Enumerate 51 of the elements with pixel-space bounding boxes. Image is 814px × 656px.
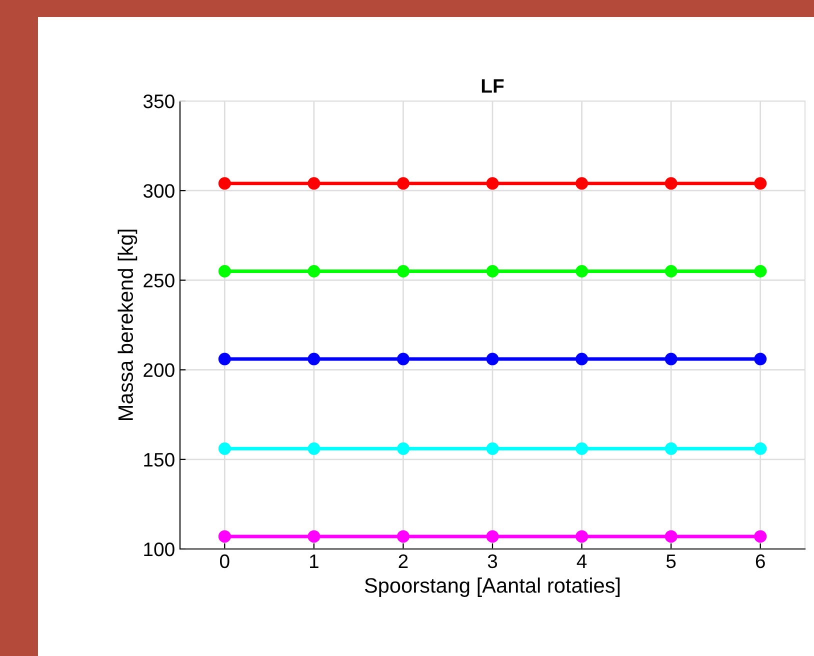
point [754,177,767,190]
point [308,264,320,278]
point [664,352,678,366]
point [576,352,588,366]
x-tick-label: 6 [756,554,765,568]
point [396,177,410,190]
point [576,177,588,190]
x-tick-label: 4 [576,554,587,568]
point [754,442,767,455]
x-tick-label: 0 [220,554,230,568]
point [754,264,767,278]
point [576,264,588,278]
point [486,352,499,366]
point [486,530,499,543]
point [486,264,499,278]
point [754,352,767,366]
point [664,442,678,455]
y-tick-label: 150 [144,452,174,467]
point [664,530,678,543]
y-tick-label: 250 [144,274,174,288]
point [218,177,231,190]
point [576,442,588,455]
point [308,352,320,366]
point [308,530,320,543]
x-tick-label: 1 [310,554,318,568]
x-axis-title: Spoorstang [Aantal rotaties] [364,578,620,597]
point [218,352,231,366]
chart-title: LF [482,79,504,93]
point [754,530,767,543]
point [218,442,231,455]
point [218,264,231,278]
x-tick-label: 3 [488,554,498,568]
point [396,530,410,543]
point [576,530,588,543]
point [664,264,678,278]
y-tick-label: 350 [143,94,174,108]
point [664,177,678,190]
point [396,264,410,278]
y-tick-label: 200 [144,363,174,378]
point [308,442,320,455]
point [486,442,499,455]
point [396,352,410,366]
y-tick-label: 100 [144,542,174,556]
x-tick-label: 2 [398,554,408,568]
point [396,442,410,455]
x-tick-label: 5 [666,554,676,568]
point [486,177,499,190]
point [218,530,231,543]
point [308,177,320,190]
y-axis-title: Massa berekend [kg] [118,230,138,420]
y-tick-label: 300 [143,184,174,198]
